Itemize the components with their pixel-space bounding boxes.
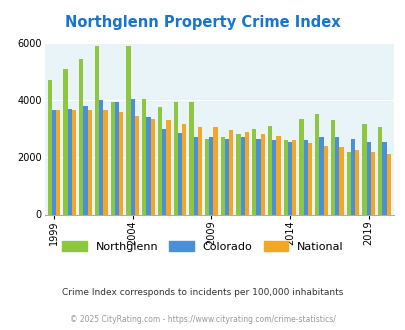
Bar: [193, 137, 197, 214]
Bar: [366, 142, 370, 214]
Bar: [287, 142, 292, 214]
Bar: [256, 139, 260, 214]
Bar: [377, 127, 382, 214]
Bar: [63, 69, 68, 214]
Bar: [48, 80, 52, 214]
Bar: [334, 137, 339, 214]
Bar: [276, 136, 280, 214]
Text: Northglenn Property Crime Index: Northglenn Property Crime Index: [65, 15, 340, 30]
Bar: [103, 110, 107, 214]
Legend: Northglenn, Colorado, National: Northglenn, Colorado, National: [62, 241, 343, 252]
Bar: [252, 129, 256, 214]
Bar: [370, 151, 374, 214]
Bar: [142, 99, 146, 214]
Bar: [298, 119, 303, 214]
Bar: [303, 140, 307, 214]
Bar: [330, 120, 334, 214]
Bar: [181, 124, 186, 214]
Bar: [314, 115, 319, 214]
Bar: [244, 132, 249, 214]
Bar: [292, 140, 296, 214]
Bar: [130, 99, 134, 214]
Bar: [119, 112, 123, 214]
Bar: [339, 147, 343, 214]
Bar: [173, 102, 177, 214]
Bar: [177, 133, 181, 214]
Bar: [267, 126, 271, 214]
Bar: [189, 102, 193, 214]
Text: Crime Index corresponds to incidents per 100,000 inhabitants: Crime Index corresponds to incidents per…: [62, 287, 343, 297]
Bar: [146, 117, 150, 214]
Bar: [260, 134, 264, 214]
Bar: [99, 100, 103, 214]
Bar: [56, 110, 60, 214]
Bar: [134, 116, 139, 214]
Bar: [166, 120, 170, 214]
Bar: [126, 46, 130, 214]
Bar: [220, 137, 224, 214]
Bar: [79, 59, 83, 214]
Text: © 2025 CityRating.com - https://www.cityrating.com/crime-statistics/: © 2025 CityRating.com - https://www.city…: [70, 315, 335, 324]
Bar: [229, 130, 233, 214]
Bar: [87, 110, 92, 214]
Bar: [346, 151, 350, 214]
Bar: [271, 140, 276, 214]
Bar: [382, 142, 386, 214]
Bar: [307, 143, 311, 214]
Bar: [319, 137, 323, 214]
Bar: [197, 127, 202, 214]
Bar: [162, 129, 166, 214]
Bar: [115, 102, 119, 214]
Bar: [323, 146, 327, 214]
Bar: [213, 127, 217, 214]
Bar: [68, 109, 72, 214]
Bar: [209, 137, 213, 214]
Bar: [236, 134, 240, 214]
Bar: [205, 139, 209, 214]
Bar: [83, 106, 87, 214]
Bar: [158, 107, 162, 214]
Bar: [354, 150, 358, 214]
Bar: [224, 139, 229, 214]
Bar: [95, 46, 99, 214]
Bar: [361, 124, 366, 214]
Bar: [386, 154, 390, 214]
Bar: [283, 140, 287, 214]
Bar: [240, 137, 244, 214]
Bar: [111, 102, 115, 214]
Bar: [72, 110, 76, 214]
Bar: [150, 119, 154, 214]
Bar: [52, 110, 56, 214]
Bar: [350, 139, 354, 214]
